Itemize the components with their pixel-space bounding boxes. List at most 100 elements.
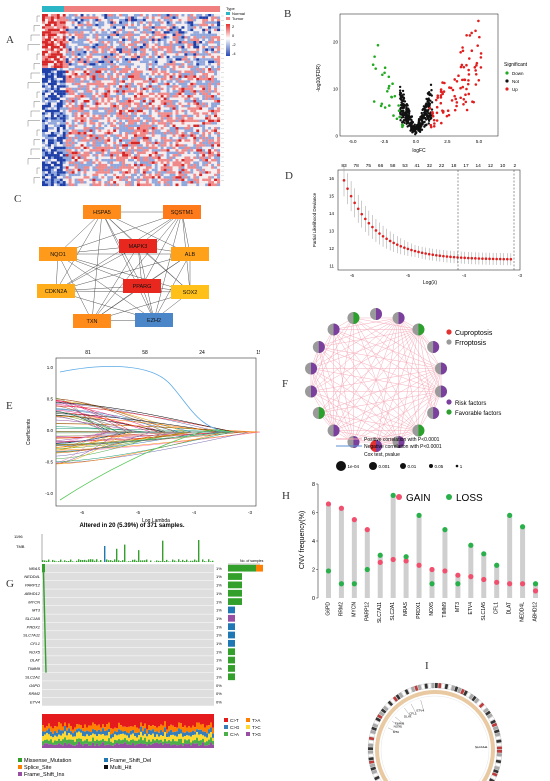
heatmap-cell [47, 72, 51, 76]
heatmap-cell [157, 55, 161, 59]
heatmap-cell [77, 95, 81, 98]
heatmap-cell [187, 77, 191, 81]
volcano-point-down [392, 114, 395, 117]
heatmap-cell [133, 38, 138, 42]
heatmap-cell [145, 181, 149, 184]
heatmap-cell [157, 102, 161, 106]
heatmap-cell [217, 41, 221, 44]
heatmap-cell [133, 31, 138, 34]
heatmap-cell [119, 104, 123, 108]
heatmap-legend-title: Type [226, 6, 235, 11]
heatmap-cell [169, 161, 173, 164]
heatmap-cell [202, 77, 206, 81]
heatmap-cell [59, 85, 63, 88]
heatmap-cell [205, 158, 209, 162]
heatmap-cell [205, 80, 209, 83]
heatmap-cell [202, 26, 206, 29]
volcano-point-not [403, 100, 407, 103]
heatmap-cell [139, 80, 143, 83]
volcano-point-up [459, 86, 462, 90]
heatmap-cell [125, 161, 129, 164]
heatmap-cell [208, 50, 212, 54]
heatmap-cell [166, 68, 170, 71]
heatmap-cell [62, 26, 66, 29]
heatmap-cell [139, 136, 143, 140]
heatmap-cell [95, 21, 99, 24]
heatmap-cell [166, 178, 170, 182]
heatmap-cell [175, 65, 179, 69]
volcano-point-not [410, 115, 414, 118]
heatmap-cell [199, 14, 203, 17]
heatmap-cell [136, 38, 140, 42]
heatmap-cell [163, 63, 167, 66]
heatmap-cell [50, 45, 54, 49]
heatmap-cell [83, 163, 87, 167]
heatmap-cell [199, 141, 203, 145]
heatmap-cell [50, 129, 54, 133]
heatmap-cell [95, 107, 99, 110]
heatmap-cell [53, 31, 57, 34]
heatmap-cell [50, 58, 54, 61]
heatmap-cell [190, 95, 194, 98]
heatmap-cell [74, 70, 78, 74]
ppi-edge [57, 211, 183, 255]
heatmap-cell [80, 163, 84, 167]
heatmap-cell [154, 104, 158, 108]
heatmap-cell [208, 68, 212, 71]
heatmap-cell [199, 16, 203, 20]
heatmap-cell [217, 21, 221, 24]
heatmap-cell [133, 100, 138, 103]
cv-point [392, 241, 395, 245]
heatmap-cell [133, 87, 138, 91]
heatmap-cell [50, 114, 54, 118]
heatmap-cell [95, 33, 99, 37]
heatmap-cell [214, 136, 218, 140]
heatmap-cell [116, 124, 120, 128]
heatmap-cell [202, 178, 206, 182]
heatmap-cell [172, 82, 176, 86]
heatmap-cell [202, 100, 206, 103]
heatmap-cell [101, 171, 105, 174]
heatmap-cell [157, 171, 161, 174]
heatmap-cell [116, 75, 120, 78]
heatmap-cell [68, 41, 72, 44]
heatmap-cell [119, 117, 123, 120]
heatmap-cell [74, 50, 78, 54]
heatmap-cell [166, 23, 170, 27]
heatmap-cell [62, 171, 66, 174]
heatmap-cell [181, 114, 185, 118]
heatmap-cell [172, 43, 176, 47]
heatmap-cell [154, 28, 158, 32]
heatmap-cell [154, 38, 158, 42]
heatmap-cell [208, 127, 212, 130]
heatmap-cell [110, 90, 114, 93]
heatmap-cell [86, 176, 90, 179]
heatmap-cell [110, 95, 114, 98]
heatmap-cell [74, 151, 78, 155]
heatmap-cell [166, 41, 170, 44]
heatmap-cell [133, 171, 138, 174]
heatmap-cell [71, 72, 75, 76]
heatmap-cell [160, 43, 164, 47]
heatmap-cell [80, 58, 84, 61]
heatmap-cell [86, 55, 90, 59]
heatmap-cell [59, 45, 63, 49]
heatmap-cell [47, 146, 51, 150]
heatmap-cell [148, 181, 152, 184]
heatmap-cell [166, 72, 170, 76]
heatmap-cell [107, 124, 111, 128]
heatmap-cell [217, 117, 221, 120]
heatmap-cell [175, 102, 179, 106]
heatmap-cell [217, 43, 221, 47]
heatmap-cell [151, 122, 155, 125]
heatmap-cell [190, 131, 194, 135]
heatmap-cell [86, 50, 90, 54]
heatmap-cell [139, 75, 143, 78]
heatmap-cell [163, 80, 167, 83]
heatmap-cell [163, 151, 167, 155]
volcano-x-tick: -5.0 [349, 139, 357, 144]
heatmap-cell [80, 16, 84, 20]
heatmap-cell [62, 114, 66, 118]
heatmap-cell [160, 141, 164, 145]
heatmap-cell [151, 85, 155, 88]
